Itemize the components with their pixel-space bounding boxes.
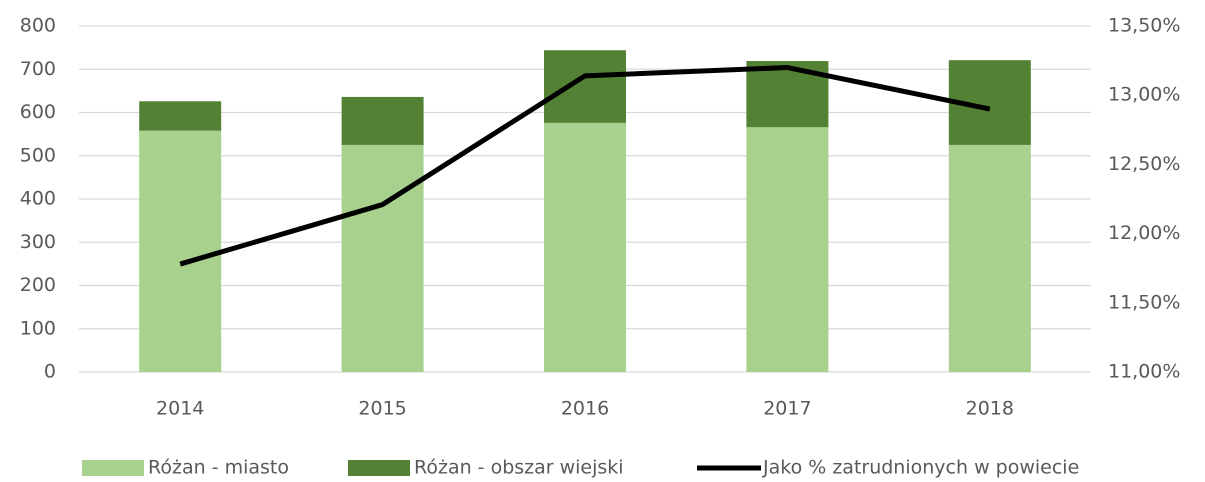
y2-tick-label: 13,50% <box>1108 15 1180 37</box>
y-tick-label: 200 <box>20 274 56 296</box>
y-tick-label: 400 <box>20 188 56 210</box>
x-tick-label: 2014 <box>156 398 204 420</box>
x-tick-label: 2016 <box>561 398 609 420</box>
bar <box>341 96 424 145</box>
x-tick-label: 2018 <box>966 398 1014 420</box>
y-tick-label: 600 <box>20 101 56 123</box>
x-tick-label: 2017 <box>763 398 811 420</box>
y-tick-label: 100 <box>20 317 56 339</box>
y-tick-label: 700 <box>20 58 56 80</box>
y2-tick-label: 11,00% <box>1108 361 1180 383</box>
legend-label: Różan - obszar wiejski <box>414 457 624 479</box>
bar <box>544 122 626 372</box>
y2-tick-label: 12,50% <box>1108 153 1180 175</box>
y-tick-label: 800 <box>20 15 56 37</box>
y-tick-label: 0 <box>44 361 56 383</box>
y2-tick-label: 13,00% <box>1108 84 1180 106</box>
bar <box>948 144 1031 372</box>
legend-label: Różan - miasto <box>148 457 289 479</box>
legend-label: Jako % zatrudnionych w powiecie <box>762 457 1079 479</box>
line <box>179 65 991 267</box>
bar <box>746 127 829 372</box>
bar <box>139 101 222 131</box>
y-tick-label: 300 <box>20 231 56 253</box>
legend-swatch <box>348 460 410 476</box>
y2-tick-label: 11,50% <box>1108 291 1180 313</box>
y-tick-label: 500 <box>20 144 56 166</box>
legend-swatch <box>82 460 144 476</box>
y2-tick-label: 12,00% <box>1108 222 1180 244</box>
x-tick-label: 2015 <box>358 398 406 420</box>
bar <box>341 144 424 372</box>
bar <box>544 50 626 123</box>
bar <box>139 130 222 372</box>
